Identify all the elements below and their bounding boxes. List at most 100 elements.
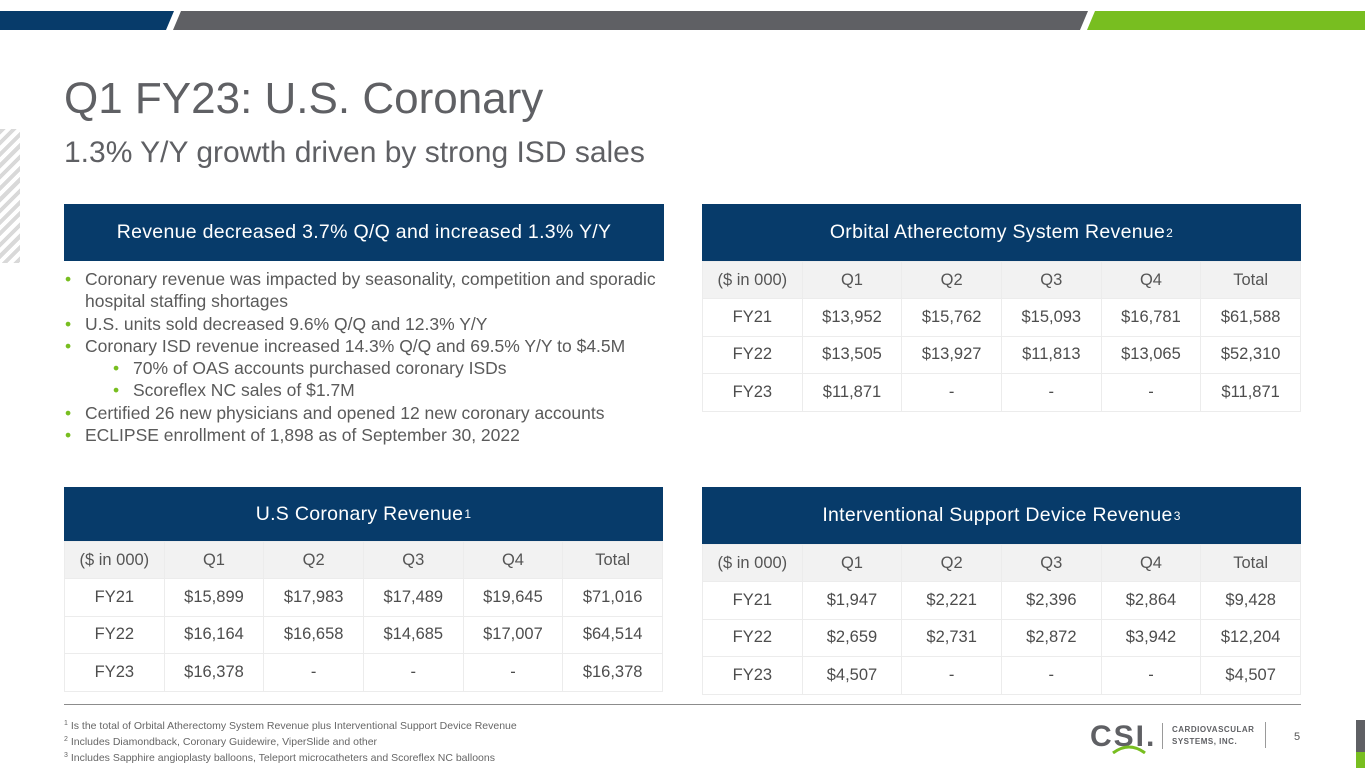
table-cell: $14,685 — [362, 615, 464, 654]
sub-bullet-item: 70% of OAS accounts purchased coronary I… — [112, 357, 684, 380]
table-cell: $17,983 — [263, 578, 364, 617]
table-cell: $16,658 — [263, 615, 364, 654]
column-header: Q2 — [263, 541, 364, 579]
footnote-text: Includes Sapphire angioplasty balloons, … — [70, 752, 495, 764]
footnote-number: 1 — [64, 720, 68, 727]
column-header: Q3 — [1000, 261, 1102, 299]
table-cell: FY23 — [702, 373, 803, 412]
sub-bullet-item: Scoreflex NC sales of $1.7M — [112, 379, 684, 402]
page-number: 5 — [1294, 731, 1301, 743]
logo-swoosh-icon — [1112, 745, 1146, 754]
table-cell: FY21 — [702, 581, 803, 620]
isd-revenue-table: ($ in 000) Q1 Q2 Q3 Q4 Total FY21 $1,947… — [702, 544, 1301, 695]
bullet-item: Coronary ISD revenue increased 14.3% Q/Q… — [64, 335, 684, 358]
table-cell: - — [1100, 656, 1202, 695]
column-header: Q1 — [801, 261, 903, 299]
column-header: Q2 — [901, 544, 1002, 582]
table-cell: FY23 — [64, 653, 165, 692]
table-cell: $16,781 — [1100, 298, 1202, 337]
page-number-separator — [1265, 722, 1266, 748]
table-cell: $2,659 — [801, 618, 903, 657]
table-cell: $12,204 — [1200, 618, 1301, 657]
table-cell: - — [1000, 656, 1102, 695]
logo-line-1: CARDIOVASCULAR — [1172, 725, 1255, 734]
table-cell: $2,396 — [1000, 581, 1102, 620]
footnotes: 1 Is the total of Orbital Atherectomy Sy… — [64, 717, 517, 765]
isd-table-footnote-ref: 3 — [1173, 508, 1181, 523]
table-row: FY22 $16,164 $16,658 $14,685 $17,007 $64… — [64, 615, 663, 654]
logo-line-2: SYSTEMS, INC. — [1172, 737, 1238, 746]
footnote-number: 2 — [64, 736, 68, 743]
column-header: ($ in 000) — [702, 544, 803, 582]
table-cell: FY22 — [702, 335, 803, 374]
table-cell: - — [901, 373, 1002, 412]
bullet-item: Certified 26 new physicians and opened 1… — [64, 402, 684, 425]
bullet-item: U.S. units sold decreased 9.6% Q/Q and 1… — [64, 313, 684, 336]
table-cell: FY21 — [702, 298, 803, 337]
page-subtitle: 1.3% Y/Y growth driven by strong ISD sal… — [64, 136, 645, 169]
isd-table-title: Interventional Support Device Revenue — [822, 504, 1173, 526]
corner-accent-green — [1356, 752, 1365, 768]
bullet-item: Coronary revenue was impacted by seasona… — [64, 268, 684, 313]
footnote-number: 3 — [64, 752, 68, 759]
decorative-hatch — [0, 129, 20, 263]
column-header: Q4 — [1100, 261, 1202, 299]
table-cell: $2,864 — [1100, 581, 1202, 620]
table-row: FY23 $4,507 - - - $4,507 — [702, 656, 1301, 695]
table-cell: $9,428 — [1200, 581, 1301, 620]
table-cell: FY22 — [702, 618, 803, 657]
table-cell: $13,505 — [801, 335, 903, 374]
table-header-row: ($ in 000) Q1 Q2 Q3 Q4 Total — [64, 541, 663, 579]
bullet-item: ECLIPSE enrollment of 1,898 as of Septem… — [64, 424, 684, 447]
table-cell: - — [462, 653, 564, 692]
table-cell: $11,813 — [1000, 335, 1102, 374]
highlights-header: Revenue decreased 3.7% Q/Q and increased… — [64, 204, 664, 261]
table-cell: $61,588 — [1200, 298, 1301, 337]
highlights-list: Coronary revenue was impacted by seasona… — [64, 268, 684, 447]
table-cell: $15,762 — [901, 298, 1002, 337]
footnote: 1 Is the total of Orbital Atherectomy Sy… — [64, 717, 517, 733]
table-cell: FY22 — [64, 615, 165, 654]
footer-divider — [64, 704, 1301, 705]
column-header: Q4 — [462, 541, 564, 579]
table-cell: $71,016 — [562, 578, 663, 617]
coronary-revenue-table: ($ in 000) Q1 Q2 Q3 Q4 Total FY21 $15,89… — [64, 541, 663, 692]
table-cell: - — [263, 653, 364, 692]
table-cell: $13,927 — [901, 335, 1002, 374]
table-cell: $17,489 — [362, 578, 464, 617]
column-header: Total — [1200, 544, 1301, 582]
table-cell: FY21 — [64, 578, 165, 617]
table-cell: $4,507 — [801, 656, 903, 695]
table-cell: $2,221 — [901, 581, 1002, 620]
table-cell: $15,899 — [163, 578, 265, 617]
column-header: Total — [562, 541, 663, 579]
table-cell: $3,942 — [1100, 618, 1202, 657]
table-cell: $17,007 — [462, 615, 564, 654]
table-cell: $11,871 — [801, 373, 903, 412]
oas-table-header: Orbital Atherectomy System Revenue 2 — [702, 204, 1301, 261]
table-cell: $15,093 — [1000, 298, 1102, 337]
column-header: Q4 — [1100, 544, 1202, 582]
table-row: FY21 $15,899 $17,983 $17,489 $19,645 $71… — [64, 578, 663, 617]
column-header: Total — [1200, 261, 1301, 299]
highlights-header-text: Revenue decreased 3.7% Q/Q and increased… — [116, 221, 612, 243]
footnote: 2 Includes Diamondback, Coronary Guidewi… — [64, 733, 517, 749]
oas-table-footnote-ref: 2 — [1166, 225, 1174, 240]
table-row: FY22 $13,505 $13,927 $11,813 $13,065 $52… — [702, 335, 1301, 374]
table-cell: $64,514 — [562, 615, 663, 654]
company-logo: CSI. CARDIOVASCULAR SYSTEMS, INC. — [1090, 720, 1254, 756]
column-header: Q3 — [362, 541, 464, 579]
table-cell: $52,310 — [1200, 335, 1301, 374]
table-row: FY21 $1,947 $2,221 $2,396 $2,864 $9,428 — [702, 581, 1301, 620]
oas-table-title: Orbital Atherectomy System Revenue — [829, 221, 1166, 243]
table-cell: $11,871 — [1200, 373, 1301, 412]
table-row: FY23 $11,871 - - - $11,871 — [702, 373, 1301, 412]
column-header: Q3 — [1000, 544, 1102, 582]
table-cell: - — [362, 653, 464, 692]
top-color-bar — [0, 11, 1365, 30]
table-cell: $2,872 — [1000, 618, 1102, 657]
table-row: FY22 $2,659 $2,731 $2,872 $3,942 $12,204 — [702, 618, 1301, 657]
column-header: ($ in 000) — [702, 261, 803, 299]
table-row: FY23 $16,378 - - - $16,378 — [64, 653, 663, 692]
table-cell: $13,065 — [1100, 335, 1202, 374]
